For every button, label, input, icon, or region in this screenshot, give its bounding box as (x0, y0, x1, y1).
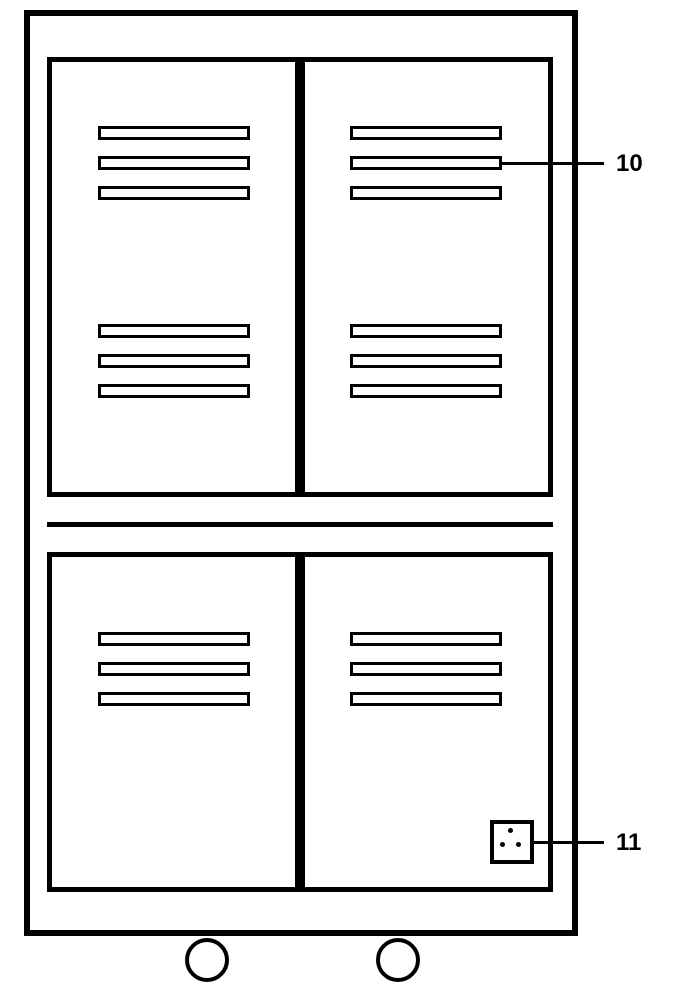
power-outlet (490, 820, 534, 864)
callout-lead-line (502, 162, 604, 165)
mid-divider (47, 522, 553, 527)
diagram-canvas: 10 11 (0, 0, 679, 1000)
vent-slot (98, 632, 250, 646)
callout-label-10: 10 (616, 150, 643, 178)
vent-slot (350, 156, 502, 170)
vent-slot (98, 662, 250, 676)
vent-slot (350, 354, 502, 368)
vent-slot (98, 384, 250, 398)
vent-slot (350, 324, 502, 338)
vent-slot (98, 354, 250, 368)
caster-wheel (376, 938, 420, 982)
panel-lower-left (47, 552, 300, 892)
vent-slot (98, 126, 250, 140)
vent-slot (350, 662, 502, 676)
vent-slot (350, 632, 502, 646)
panel-upper-left (47, 57, 300, 497)
outlet-prong (508, 828, 513, 833)
vent-slot (350, 692, 502, 706)
vent-slot (350, 384, 502, 398)
panel-upper-right (300, 57, 553, 497)
vent-slot (98, 692, 250, 706)
vent-slot (98, 156, 250, 170)
vent-slot (98, 186, 250, 200)
callout-lead-line (534, 841, 604, 844)
vent-slot (350, 126, 502, 140)
vent-slot (350, 186, 502, 200)
caster-wheel (185, 938, 229, 982)
outlet-prong (516, 842, 521, 847)
vent-slot (98, 324, 250, 338)
callout-label-11: 11 (616, 829, 641, 857)
outlet-prong (500, 842, 505, 847)
